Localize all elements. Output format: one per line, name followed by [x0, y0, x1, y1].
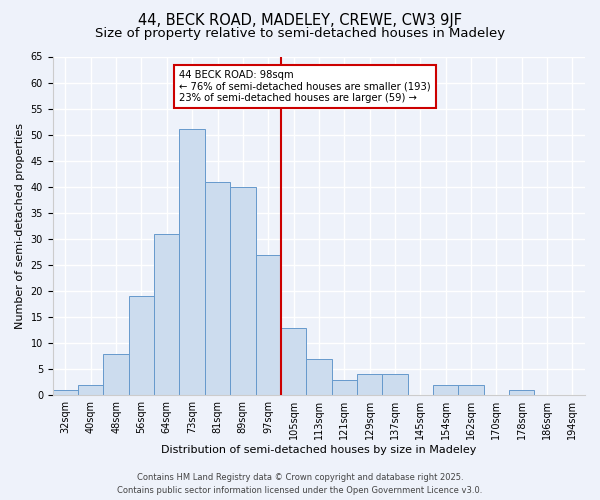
X-axis label: Distribution of semi-detached houses by size in Madeley: Distribution of semi-detached houses by …: [161, 445, 476, 455]
Text: Contains HM Land Registry data © Crown copyright and database right 2025.
Contai: Contains HM Land Registry data © Crown c…: [118, 474, 482, 495]
Bar: [433, 385, 458, 396]
Bar: [154, 234, 179, 396]
Bar: [306, 359, 332, 396]
Bar: [458, 385, 484, 396]
Bar: [53, 390, 78, 396]
Text: Size of property relative to semi-detached houses in Madeley: Size of property relative to semi-detach…: [95, 28, 505, 40]
Bar: [103, 354, 129, 396]
Text: 44 BECK ROAD: 98sqm
← 76% of semi-detached houses are smaller (193)
23% of semi-: 44 BECK ROAD: 98sqm ← 76% of semi-detach…: [179, 70, 431, 102]
Bar: [230, 187, 256, 396]
Bar: [179, 130, 205, 396]
Bar: [357, 374, 382, 396]
Bar: [256, 254, 281, 396]
Bar: [332, 380, 357, 396]
Bar: [129, 296, 154, 396]
Bar: [281, 328, 306, 396]
Text: 44, BECK ROAD, MADELEY, CREWE, CW3 9JF: 44, BECK ROAD, MADELEY, CREWE, CW3 9JF: [138, 12, 462, 28]
Bar: [382, 374, 407, 396]
Bar: [78, 385, 103, 396]
Bar: [509, 390, 535, 396]
Bar: [205, 182, 230, 396]
Y-axis label: Number of semi-detached properties: Number of semi-detached properties: [15, 123, 25, 329]
